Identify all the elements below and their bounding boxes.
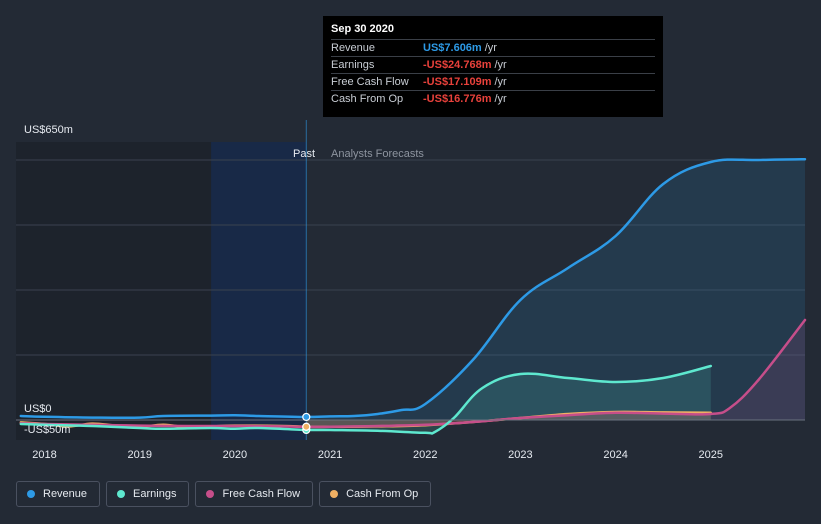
forecast-label: Analysts Forecasts (331, 148, 424, 160)
y-tick-label-negative: -US$50m (24, 424, 70, 436)
tooltip-row-cash-from-op: Cash From Op -US$16.776m /yr (331, 90, 655, 107)
tooltip-label: Free Cash Flow (331, 76, 409, 88)
legend-item-free-cash-flow[interactable]: Free Cash Flow (195, 481, 314, 507)
legend: Revenue Earnings Free Cash Flow Cash Fro… (16, 481, 432, 507)
hover-markers (302, 412, 311, 435)
gridlines (16, 159, 805, 356)
tooltip-row-earnings: Earnings -US$24.768m /yr (331, 56, 655, 73)
x-tick-label: 2023 (508, 449, 532, 461)
x-tick-label: 2018 (32, 449, 56, 461)
series-areas (306, 159, 805, 434)
line-revenue (19, 157, 807, 420)
x-tick-label: 2019 (127, 449, 151, 461)
tooltip-label: Earnings (331, 59, 375, 71)
tooltip-row-revenue: Revenue US$7.606m /yr (331, 39, 655, 56)
x-tick-label: 2021 (318, 449, 342, 461)
legend-dot-icon (330, 490, 339, 498)
legend-dot-icon (117, 490, 126, 498)
tooltip: Sep 30 2020 Revenue US$7.606m /yr Earnin… (323, 16, 663, 117)
area-revenue (306, 159, 805, 420)
y-tick-label-zero: US$0 (24, 403, 52, 415)
tooltip-value: -US$24.768m (423, 59, 492, 71)
legend-item-revenue[interactable]: Revenue (16, 481, 101, 507)
y-tick-label-top: US$650m (24, 124, 73, 136)
tooltip-date: Sep 30 2020 (331, 23, 394, 35)
legend-item-cash-from-op[interactable]: Cash From Op (319, 481, 432, 507)
line-free-cash-flow (19, 318, 807, 429)
tooltip-unit: /yr (494, 76, 507, 88)
highlighted-year-region (211, 142, 307, 440)
chart-canvas: Past Analysts Forecasts US$650m US$0 -US… (16, 120, 807, 461)
legend-label: Free Cash Flow (222, 488, 301, 500)
series-lines (19, 157, 807, 435)
line-earnings (19, 364, 713, 435)
x-tick-label: 2022 (413, 449, 437, 461)
x-tick-label: 2025 (699, 449, 723, 461)
tooltip-label: Revenue (331, 42, 376, 54)
marker-cash-from-op (302, 422, 311, 431)
x-axis-ticks: 2018 2019 2020 2021 2022 2023 2024 2025 (32, 449, 723, 461)
tooltip-unit: /yr (494, 59, 507, 71)
marker-revenue (302, 412, 311, 422)
x-tick-label: 2024 (603, 449, 627, 461)
tooltip-value: -US$16.776m (423, 93, 492, 105)
tooltip-value: US$7.606m (423, 42, 482, 54)
past-label: Past (293, 148, 315, 160)
tooltip-row-free-cash-flow: Free Cash Flow -US$17.109m /yr (331, 73, 655, 90)
legend-dot-icon (206, 490, 215, 498)
legend-dot-icon (27, 490, 35, 498)
tooltip-unit: /yr (484, 42, 497, 54)
tooltip-value: -US$17.109m (423, 76, 492, 88)
area-free-cash-flow (306, 320, 805, 427)
tooltip-label: Cash From Op (331, 93, 404, 105)
x-tick-label: 2020 (223, 449, 247, 461)
legend-label: Cash From Op (346, 488, 419, 500)
legend-label: Earnings (133, 488, 177, 500)
legend-item-earnings[interactable]: Earnings (106, 481, 190, 507)
tooltip-unit: /yr (494, 93, 507, 105)
legend-label: Revenue (43, 488, 88, 500)
